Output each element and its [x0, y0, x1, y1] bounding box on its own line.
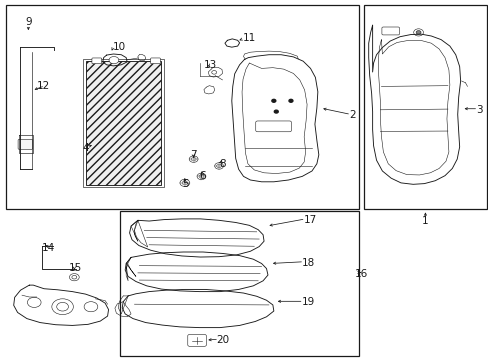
Circle shape	[216, 164, 221, 168]
Bar	[364, 5, 486, 209]
Circle shape	[274, 110, 278, 113]
Text: 2: 2	[348, 110, 355, 120]
Bar	[83, 59, 163, 187]
Text: 16: 16	[354, 269, 368, 279]
Text: 13: 13	[203, 60, 217, 70]
Circle shape	[182, 181, 187, 185]
Text: 3: 3	[475, 105, 482, 115]
FancyBboxPatch shape	[255, 121, 291, 132]
Circle shape	[27, 297, 41, 307]
Circle shape	[189, 156, 198, 162]
Text: 12: 12	[36, 81, 50, 91]
Text: 1: 1	[421, 216, 428, 226]
Circle shape	[211, 71, 216, 74]
Circle shape	[69, 274, 79, 281]
Circle shape	[191, 157, 196, 161]
Text: 4: 4	[82, 143, 89, 153]
Text: 5: 5	[182, 179, 189, 189]
Circle shape	[271, 99, 275, 102]
Circle shape	[288, 99, 292, 102]
Circle shape	[197, 173, 205, 180]
Circle shape	[84, 302, 98, 312]
Text: 17: 17	[303, 215, 317, 225]
FancyBboxPatch shape	[187, 334, 206, 346]
FancyBboxPatch shape	[18, 139, 33, 149]
Circle shape	[57, 302, 68, 311]
Text: 9: 9	[25, 17, 32, 27]
Text: 10: 10	[113, 42, 126, 52]
Circle shape	[214, 163, 223, 169]
Circle shape	[199, 175, 203, 178]
Text: 19: 19	[301, 297, 314, 307]
Circle shape	[52, 299, 73, 315]
Text: 7: 7	[189, 150, 196, 160]
Text: 18: 18	[301, 258, 314, 268]
Text: 8: 8	[219, 159, 225, 169]
Text: 6: 6	[199, 171, 206, 181]
Text: 14: 14	[42, 243, 56, 253]
Text: 15: 15	[69, 263, 82, 273]
FancyBboxPatch shape	[150, 58, 160, 64]
Text: 20: 20	[216, 335, 228, 345]
Circle shape	[180, 179, 189, 186]
FancyBboxPatch shape	[381, 27, 399, 35]
Bar	[120, 211, 359, 356]
Circle shape	[413, 29, 423, 36]
Circle shape	[109, 57, 119, 64]
FancyBboxPatch shape	[92, 58, 102, 64]
Bar	[6, 5, 359, 209]
Text: 11: 11	[242, 33, 256, 43]
Circle shape	[72, 275, 77, 279]
Circle shape	[415, 31, 420, 34]
Bar	[85, 61, 161, 185]
